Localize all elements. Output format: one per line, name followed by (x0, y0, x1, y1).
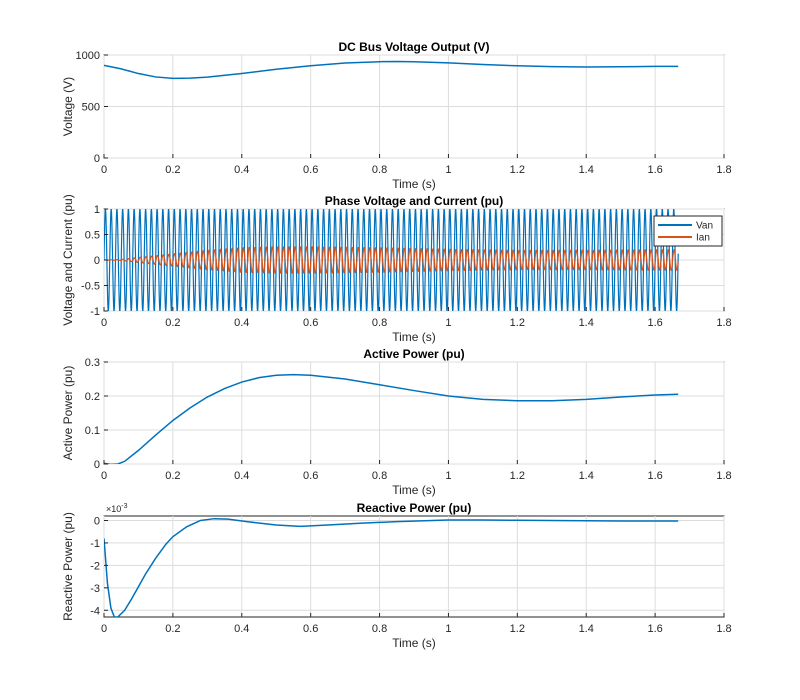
legend-label-ian: Ian (696, 233, 710, 244)
series-line (104, 517, 679, 617)
x-axis-title: Time (s) (392, 177, 436, 191)
x-tick-label: 1.8 (716, 623, 731, 635)
y-tick-label: -3 (90, 583, 100, 595)
x-tick-label: 0 (101, 623, 107, 635)
x-tick-label: 0.4 (234, 623, 249, 635)
x-tick-label: 0.6 (303, 164, 318, 176)
y-tick-label: -0.5 (81, 281, 100, 293)
x-tick-label: 0 (101, 317, 107, 329)
legend-label-van: Van (696, 221, 713, 232)
y-axis-title: Voltage and Current (pu) (61, 194, 75, 325)
y-tick-label: 0.1 (85, 425, 100, 437)
series-line (104, 373, 679, 464)
chart-title: Active Power (pu) (363, 347, 464, 361)
x-tick-label: 0.4 (234, 164, 249, 176)
x-tick-label: 0.6 (303, 317, 318, 329)
legend-box (653, 215, 723, 247)
chart-panel-2: 0 0.2 0.4 0.6 0.8 1 1.2 1.4 1.6 1.8 -1 -0.5 0 0.5 1 Pha… (61, 194, 732, 344)
y-axis-title: Reactive Power (pu) (61, 512, 75, 621)
y-tick-label: -1 (90, 306, 100, 318)
x-tick-label: 1.8 (716, 317, 731, 329)
x-axis-title: Time (s) (392, 330, 436, 344)
x-tick-label: 1.6 (647, 317, 662, 329)
x-tick-label: 0.2 (165, 164, 180, 176)
x-tick-label: 1.4 (579, 470, 594, 482)
chart-title: Reactive Power (pu) (357, 501, 472, 515)
y-tick-label: -4 (90, 605, 100, 617)
x-tick-label: 0.8 (372, 164, 387, 176)
plot-area (103, 515, 725, 618)
y-tick-label: 500 (82, 102, 100, 114)
x-tick-label: 1 (445, 164, 451, 176)
y-tick-label: 0 (94, 515, 100, 527)
x-tick-label: 1.6 (647, 470, 662, 482)
x-tick-label: 0.4 (234, 470, 249, 482)
x-tick-label: 1.2 (510, 164, 525, 176)
x-tick-label: 1 (445, 623, 451, 635)
x-tick-label: 1.4 (579, 164, 594, 176)
x-tick-label: 0.8 (372, 470, 387, 482)
series-line-ian (104, 246, 679, 274)
chart-panel-3: 0 0.2 0.4 0.6 0.8 1 1.2 1.4 1.6 1.8 0 0.1 0.2 0.3 Acti… (61, 347, 732, 497)
series-line (104, 60, 679, 80)
y-tick-label: -1 (90, 538, 100, 550)
x-axis-title: Time (s) (392, 636, 436, 650)
x-tick-label: 0 (101, 164, 107, 176)
x-tick-label: 1.8 (716, 470, 731, 482)
x-tick-label: 0.4 (234, 317, 249, 329)
x-tick-label: 1.6 (647, 164, 662, 176)
x-tick-label: 0.8 (372, 623, 387, 635)
y-tick-label: 1000 (76, 50, 100, 62)
x-tick-label: 1.6 (647, 623, 662, 635)
x-tick-label: 1.8 (716, 164, 731, 176)
y-axis-title: Active Power (pu) (61, 366, 75, 461)
y-tick-label: 0 (94, 459, 100, 471)
y-axis-title: Voltage (V) (61, 77, 75, 136)
y-tick-label: -2 (90, 560, 100, 572)
x-tick-label: 0 (101, 470, 107, 482)
y-axis-multiplier: ×10-3 (106, 503, 128, 514)
x-axis-title: Time (s) (392, 483, 436, 497)
chart-panel-4: 0 0.2 0.4 0.6 0.8 1 1.2 1.4 1.6 1.8 -4 -3 -2 -1 0 React… (61, 501, 732, 650)
y-tick-label: 0.5 (85, 230, 100, 242)
y-tick-label: 0.3 (85, 357, 100, 369)
grid-lines (103, 516, 725, 617)
chart-panel-1: 0 0.2 0.4 0.6 0.8 1 1.2 1.4 1.6 1.8 0 500 1000 DC Bus… (61, 40, 732, 191)
x-tick-label: 1.2 (510, 317, 525, 329)
x-tick-label: 1.4 (579, 317, 594, 329)
grid-lines (103, 361, 725, 465)
x-tick-label: 0.6 (303, 470, 318, 482)
x-tick-label: 1.2 (510, 623, 525, 635)
x-tick-label: 0.2 (165, 317, 180, 329)
x-tick-label: 1.2 (510, 470, 525, 482)
chart-title: DC Bus Voltage Output (V) (338, 40, 489, 54)
x-tick-label: 0.2 (165, 623, 180, 635)
x-tick-label: 1 (445, 470, 451, 482)
y-tick-label: 0.2 (85, 391, 100, 403)
x-tick-label: 0.6 (303, 623, 318, 635)
grid-lines (103, 54, 725, 159)
plot-area (103, 361, 725, 465)
y-tick-label: 1 (94, 204, 100, 216)
chart-title: Phase Voltage and Current (pu) (325, 194, 503, 208)
y-tick-label: 0 (94, 153, 100, 165)
x-tick-label: 1 (445, 317, 451, 329)
x-tick-label: 0.8 (372, 317, 387, 329)
y-tick-label: 0 (94, 255, 100, 267)
x-tick-label: 0.2 (165, 470, 180, 482)
x-tick-label: 1.4 (579, 623, 594, 635)
